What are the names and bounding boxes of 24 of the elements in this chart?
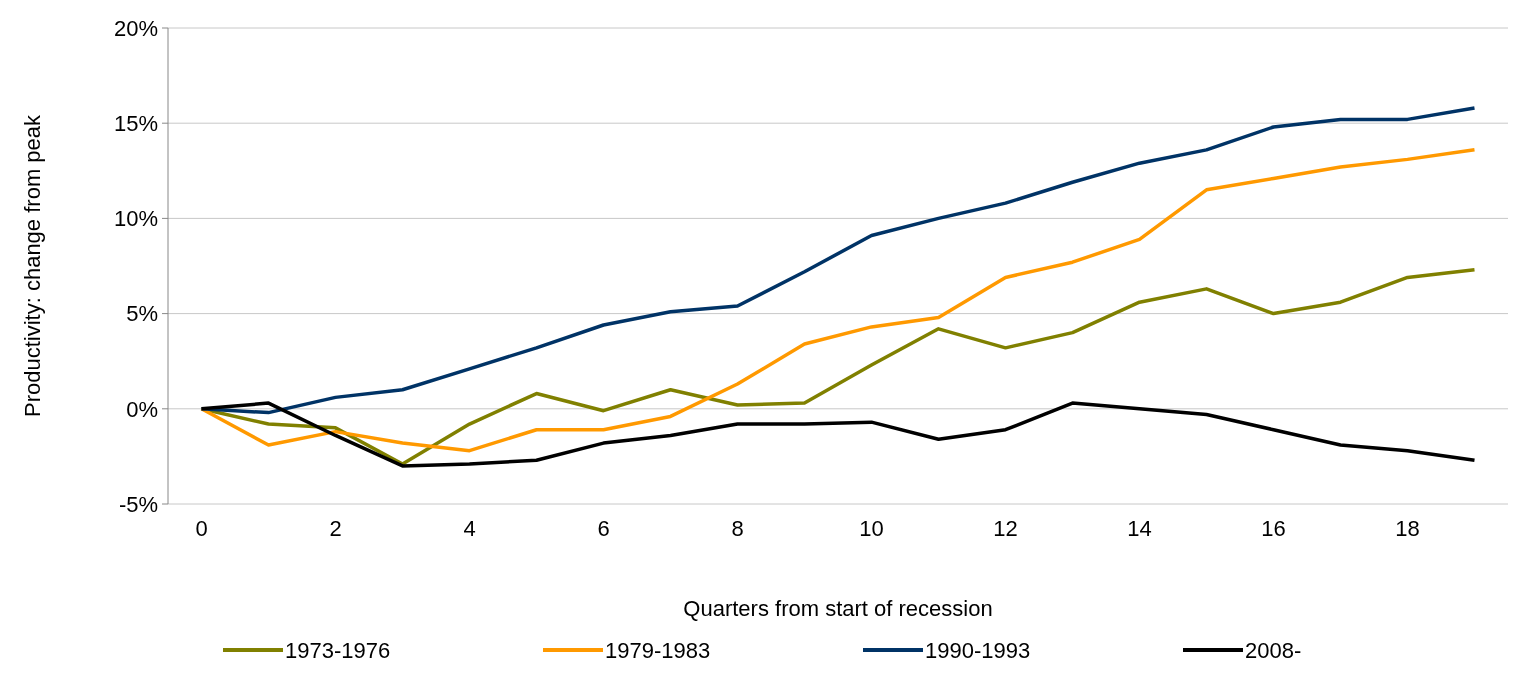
line-series <box>199 106 1477 415</box>
legend-label: 1973-1976 <box>285 637 391 663</box>
x-tick-label: 8 <box>731 516 744 541</box>
x-tick-label: 0 <box>195 516 208 541</box>
legend-label: 1990-1993 <box>925 637 1031 663</box>
x-tick-label: 6 <box>597 516 610 541</box>
x-tick-label: 2 <box>329 516 342 541</box>
y-tick-label: 15% <box>113 110 158 136</box>
x-tick-label: 16 <box>1261 516 1286 541</box>
y-axis-title: Productivity: change from peak <box>20 113 45 418</box>
x-axis-title: Quarters from start of recession <box>683 596 993 621</box>
x-tick-label: 18 <box>1395 516 1420 541</box>
y-tick-label: 0% <box>126 396 158 422</box>
legend-label: 1979-1983 <box>605 637 711 663</box>
y-tick-label: -5% <box>118 491 158 517</box>
y-tick-label: 5% <box>126 301 158 327</box>
x-tick-label: 12 <box>993 516 1018 541</box>
x-tick-label: 14 <box>1127 516 1152 541</box>
x-tick-label: 4 <box>463 516 476 541</box>
y-tick-label: 10% <box>113 206 158 232</box>
legend-label: 2008- <box>1245 637 1302 663</box>
x-tick-label: 10 <box>859 516 884 541</box>
line-series <box>199 401 1477 468</box>
y-tick-label: 20% <box>113 15 158 41</box>
